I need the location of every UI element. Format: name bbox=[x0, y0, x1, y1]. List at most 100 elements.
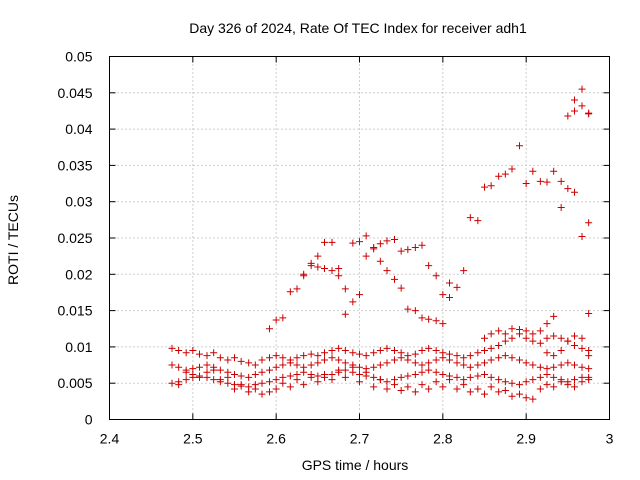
data-point bbox=[272, 363, 280, 371]
data-point bbox=[557, 334, 565, 342]
data-point bbox=[522, 378, 530, 386]
data-point bbox=[314, 378, 322, 386]
data-point bbox=[446, 294, 453, 302]
data-point bbox=[474, 372, 482, 380]
data-point bbox=[481, 334, 488, 342]
data-point bbox=[466, 352, 474, 360]
data-point bbox=[370, 383, 378, 391]
data-point bbox=[335, 356, 343, 364]
data-point bbox=[383, 237, 391, 245]
data-point bbox=[439, 370, 447, 378]
data-point bbox=[522, 327, 530, 335]
data-point bbox=[362, 232, 370, 240]
data-point bbox=[432, 272, 440, 280]
data-point bbox=[341, 373, 349, 381]
data-point bbox=[571, 361, 578, 369]
data-point bbox=[349, 239, 357, 247]
data-point bbox=[495, 327, 503, 335]
data-point bbox=[501, 330, 509, 338]
data-point bbox=[362, 352, 370, 360]
data-point bbox=[196, 373, 203, 381]
data-point bbox=[245, 388, 253, 396]
data-point bbox=[356, 291, 363, 299]
data-point bbox=[487, 356, 495, 364]
data-point bbox=[550, 363, 558, 371]
data-point bbox=[564, 112, 572, 120]
data-point bbox=[536, 373, 544, 381]
y-tick-label: 0.035 bbox=[57, 157, 92, 173]
data-point bbox=[376, 257, 384, 265]
data-point bbox=[210, 376, 218, 384]
data-point bbox=[543, 370, 551, 378]
data-point bbox=[522, 180, 530, 188]
data-point bbox=[314, 252, 322, 260]
data-point bbox=[203, 368, 211, 376]
data-point bbox=[495, 341, 503, 349]
data-point bbox=[376, 361, 384, 369]
x-axis-label: GPS time / hours bbox=[302, 457, 409, 473]
data-point bbox=[481, 370, 488, 378]
data-point bbox=[550, 352, 558, 360]
data-point bbox=[529, 361, 537, 369]
data-point bbox=[391, 347, 398, 355]
data-point bbox=[189, 347, 197, 355]
data-point bbox=[314, 359, 322, 367]
data-point bbox=[293, 376, 301, 384]
y-tick-label: 0 bbox=[85, 412, 93, 428]
data-point bbox=[383, 385, 391, 393]
data-point bbox=[487, 383, 495, 391]
data-point bbox=[216, 354, 224, 362]
data-point bbox=[474, 361, 482, 369]
data-point bbox=[349, 349, 357, 357]
data-point bbox=[585, 110, 593, 118]
data-point bbox=[175, 363, 183, 371]
data-point bbox=[529, 337, 537, 345]
data-point bbox=[266, 378, 273, 386]
data-point bbox=[557, 361, 565, 369]
data-point bbox=[168, 379, 176, 387]
data-point bbox=[251, 385, 259, 393]
y-tick-label: 0.02 bbox=[65, 266, 92, 282]
data-point bbox=[335, 264, 343, 272]
data-point bbox=[328, 267, 336, 275]
data-point bbox=[585, 352, 593, 360]
y-tick-label: 0.03 bbox=[65, 194, 92, 210]
data-point bbox=[383, 378, 391, 386]
x-tick-label: 2.4 bbox=[100, 431, 120, 447]
data-point bbox=[341, 347, 349, 355]
data-point bbox=[516, 390, 523, 398]
data-point bbox=[460, 267, 468, 275]
data-point bbox=[564, 185, 572, 193]
data-point bbox=[383, 359, 391, 367]
data-point bbox=[356, 363, 363, 371]
data-point bbox=[300, 381, 308, 389]
data-point bbox=[216, 376, 224, 384]
data-point bbox=[245, 359, 253, 367]
data-point bbox=[397, 354, 405, 362]
data-point bbox=[272, 316, 280, 324]
data-point bbox=[411, 350, 419, 358]
data-point bbox=[522, 394, 530, 402]
data-point bbox=[258, 368, 266, 376]
data-point bbox=[293, 361, 301, 369]
data-point bbox=[231, 354, 238, 362]
y-tick-label: 0.04 bbox=[65, 121, 92, 137]
data-point bbox=[258, 356, 266, 364]
data-point bbox=[501, 386, 509, 394]
data-point bbox=[376, 347, 384, 355]
data-point bbox=[550, 383, 558, 391]
data-point bbox=[203, 361, 211, 369]
data-point bbox=[286, 359, 294, 367]
data-point bbox=[543, 381, 551, 389]
data-point bbox=[307, 350, 315, 358]
x-tick-label: 3 bbox=[606, 431, 614, 447]
data-point bbox=[439, 383, 447, 391]
data-point bbox=[266, 325, 273, 333]
data-point bbox=[425, 366, 433, 374]
data-point bbox=[543, 320, 551, 328]
data-point bbox=[557, 378, 565, 386]
data-point bbox=[168, 344, 176, 352]
data-point bbox=[578, 334, 586, 342]
data-point bbox=[349, 298, 357, 306]
data-point bbox=[501, 378, 509, 386]
